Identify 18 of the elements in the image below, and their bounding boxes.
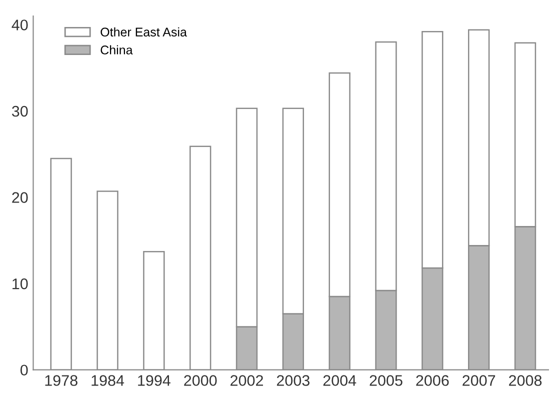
y-tick-label: 40 (12, 20, 28, 30)
y-tick-label: 30 (12, 106, 28, 117)
legend-label: Other East Asia (100, 27, 187, 37)
y-tick-label: 10 (12, 278, 28, 290)
x-tick-label: 2003 (276, 375, 310, 386)
x-tick-label: 1984 (92, 375, 124, 386)
y-tick-label: 20 (12, 192, 28, 203)
x-tick-label: 2006 (416, 375, 449, 386)
x-tick-label: 2002 (230, 375, 263, 386)
y-tick-label: 0 (20, 364, 28, 376)
x-tick-label: 1978 (45, 375, 78, 386)
x-tick-label: 2005 (370, 375, 402, 386)
x-tick-label: 2000 (184, 375, 217, 386)
x-tick-label: 1994 (138, 375, 170, 386)
x-tick-label: 2008 (509, 375, 542, 386)
x-tick-label: 2007 (462, 375, 496, 386)
x-tick-label: 2004 (323, 375, 356, 386)
legend-label: China (100, 45, 133, 54)
